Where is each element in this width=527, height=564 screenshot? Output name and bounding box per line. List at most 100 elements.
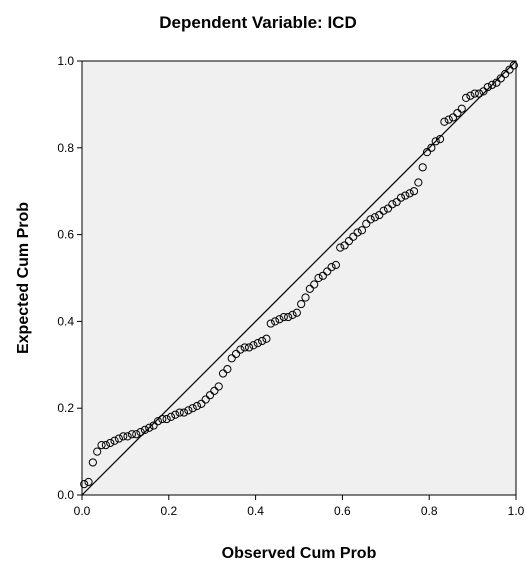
data-point — [162, 414, 171, 424]
data-point — [305, 284, 314, 293]
data-point — [114, 434, 123, 443]
data-point — [362, 219, 371, 228]
data-point — [488, 80, 497, 89]
data-point — [227, 354, 236, 363]
data-point — [136, 427, 145, 437]
data-point — [288, 310, 297, 319]
data-point — [461, 93, 471, 102]
data-point — [158, 414, 167, 424]
data-point — [331, 260, 340, 270]
data-point — [184, 406, 193, 415]
points-group — [80, 61, 518, 489]
data-point — [214, 382, 223, 391]
data-point — [340, 241, 349, 250]
data-point — [357, 226, 367, 235]
y-tick-label: 0.8 — [57, 141, 74, 155]
data-point — [435, 135, 445, 144]
y-axis: 0.0 0.2 0.4 0.6 0.8 1.0 — [57, 54, 82, 502]
data-point — [344, 237, 354, 246]
data-point — [392, 197, 401, 207]
data-point — [271, 317, 280, 326]
data-point — [370, 213, 380, 222]
x-axis: 0.0 0.2 0.4 0.6 0.8 1.0 — [74, 495, 525, 518]
data-point — [401, 191, 410, 200]
data-point — [301, 293, 310, 302]
data-point — [127, 430, 137, 439]
data-point — [266, 319, 275, 328]
data-point — [496, 74, 505, 83]
x-axis-label: Observed Cum Prob — [222, 545, 377, 562]
data-point — [405, 189, 414, 198]
data-point — [192, 401, 202, 411]
y-axis-label: Expected Cum Prob — [15, 202, 32, 354]
x-tick-label: 0.4 — [247, 504, 264, 518]
data-point — [422, 148, 432, 157]
data-point — [327, 263, 336, 272]
data-point — [84, 477, 93, 487]
data-point — [440, 117, 449, 126]
data-point — [366, 215, 375, 224]
x-tick-label: 0.8 — [421, 504, 438, 518]
x-tick-label: 0.2 — [160, 504, 177, 518]
data-point — [349, 232, 358, 241]
data-point — [106, 438, 115, 448]
data-point — [383, 204, 393, 213]
data-point — [201, 395, 210, 404]
x-tick-label: 0.0 — [74, 504, 91, 518]
data-point — [492, 78, 501, 87]
data-point — [175, 408, 184, 417]
data-point — [101, 440, 110, 450]
data-point — [132, 430, 141, 439]
data-point — [197, 399, 206, 408]
data-point — [123, 432, 132, 441]
data-point — [249, 341, 258, 350]
data-point — [179, 408, 189, 417]
data-point — [427, 143, 436, 152]
data-point — [253, 339, 262, 348]
data-point — [218, 369, 228, 378]
data-point — [188, 404, 197, 413]
data-point — [210, 386, 219, 395]
data-point — [97, 440, 106, 450]
data-point — [479, 87, 488, 96]
data-point — [110, 436, 119, 445]
data-point — [231, 349, 241, 359]
data-point — [275, 315, 284, 324]
data-point — [240, 343, 249, 352]
data-point — [171, 410, 180, 419]
data-point — [140, 425, 150, 434]
data-point — [149, 421, 158, 430]
x-tick-label: 1.0 — [508, 504, 525, 518]
y-tick-label: 0.4 — [57, 314, 74, 328]
chart-title: Dependent Variable: ICD — [159, 13, 356, 32]
data-point — [483, 82, 492, 92]
data-point — [292, 308, 301, 317]
data-point — [470, 89, 479, 98]
data-point — [431, 137, 440, 146]
y-tick-label: 0.0 — [57, 488, 74, 502]
x-tick-label: 0.6 — [334, 504, 351, 518]
data-point — [466, 91, 475, 100]
data-point — [418, 163, 427, 172]
data-point — [119, 432, 128, 441]
data-point — [414, 178, 423, 187]
data-point — [448, 113, 458, 122]
data-point — [153, 417, 163, 426]
data-point — [475, 89, 484, 98]
y-tick-label: 0.6 — [57, 228, 74, 242]
data-point — [318, 271, 327, 280]
data-point — [310, 280, 319, 289]
data-point — [375, 210, 384, 220]
data-point — [279, 312, 288, 322]
data-point — [297, 299, 306, 309]
data-point — [244, 343, 254, 352]
y-tick-label: 0.2 — [57, 401, 74, 415]
data-point — [236, 345, 245, 354]
data-point — [323, 267, 332, 276]
data-point — [505, 65, 514, 74]
data-point — [396, 193, 406, 202]
data-point — [284, 312, 293, 322]
y-tick-label: 1.0 — [57, 54, 74, 68]
data-point — [258, 336, 267, 346]
